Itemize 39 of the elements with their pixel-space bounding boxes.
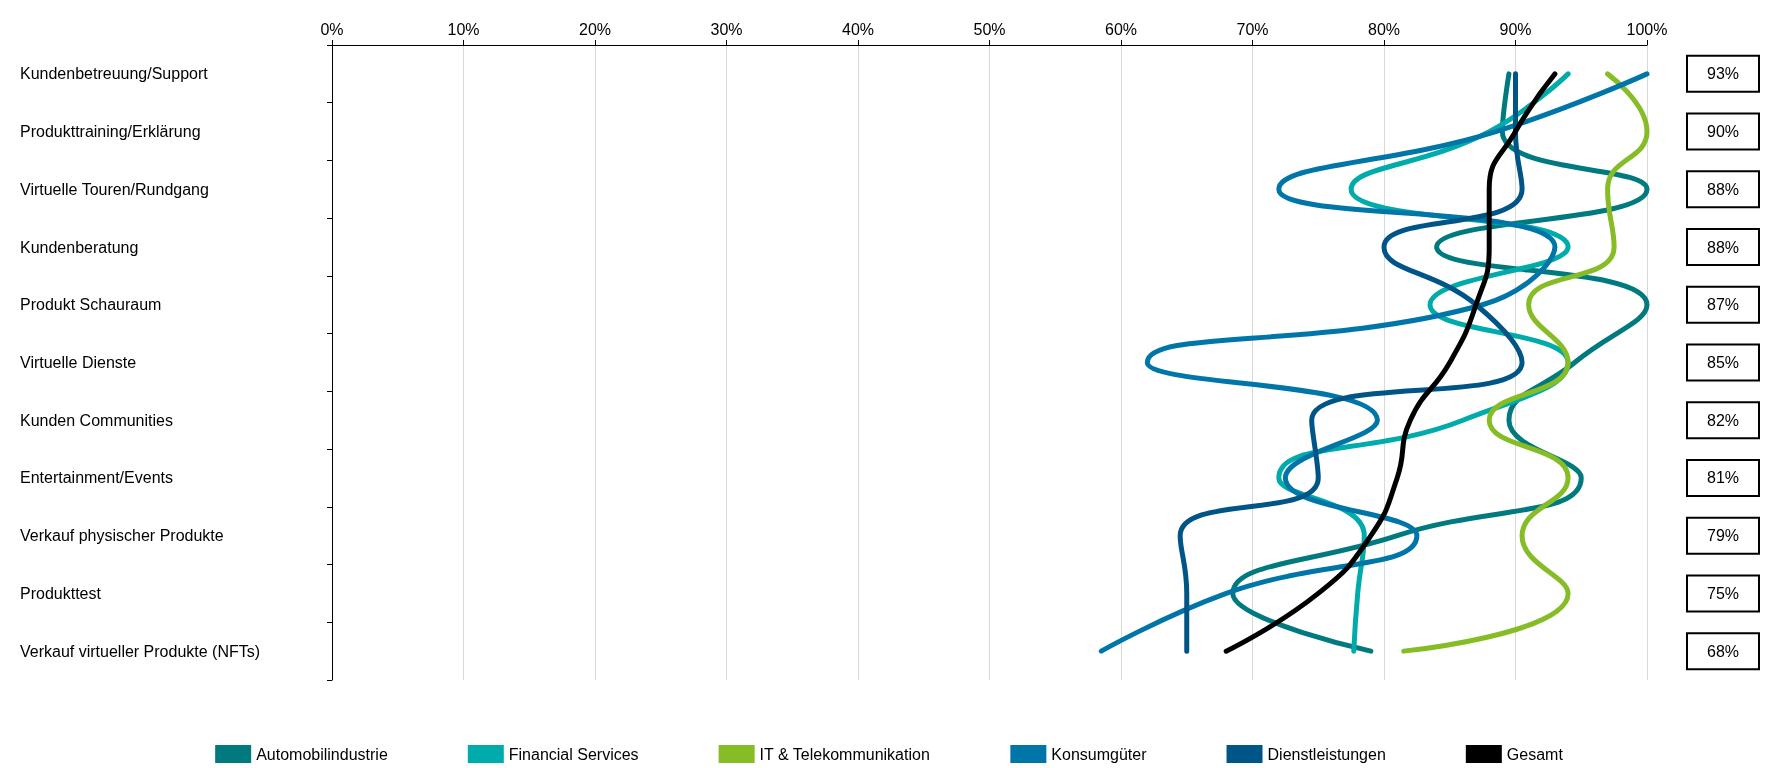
legend-label: Gesamt xyxy=(1506,745,1564,763)
x-tick-label: 80% xyxy=(1367,20,1401,38)
x-tick-label: 60% xyxy=(1104,20,1138,38)
y-tick-label: Kundenbetreuung/Support xyxy=(20,65,209,83)
x-tick-label: 40% xyxy=(841,20,875,38)
y-tick-label: Entertainment/Events xyxy=(20,469,173,487)
data-label: 93% xyxy=(1706,65,1740,83)
y-tick-label: Verkauf virtueller Produkte (NFTs) xyxy=(20,642,261,660)
data-label: 75% xyxy=(1706,584,1740,602)
x-tick-label: 70% xyxy=(1236,20,1269,38)
legend-label: Konsumgüter xyxy=(1051,745,1148,763)
x-tick-label: 30% xyxy=(710,20,743,38)
legend-label: Automobilindustrie xyxy=(256,745,388,763)
y-tick-label: Verkauf physischer Produkte xyxy=(20,527,224,545)
x-tick-label: 100% xyxy=(1626,20,1668,38)
x-tick-label: 0% xyxy=(320,20,344,38)
data-label: 90% xyxy=(1706,123,1740,141)
y-tick-label: Produkttest xyxy=(20,584,102,602)
legend-label: IT & Telekommunikation xyxy=(759,745,930,763)
y-tick-label: Virtuelle Dienste xyxy=(20,354,137,371)
legend-label: Dienstleistungen xyxy=(1267,745,1386,763)
y-tick-label: Produkttraining/Erklärung xyxy=(20,123,201,141)
data-label: 88% xyxy=(1706,238,1740,256)
x-tick-label: 90% xyxy=(1499,20,1532,38)
y-tick-label: Kundenberatung xyxy=(20,238,139,256)
y-tick-label: Kunden Communities xyxy=(20,411,173,429)
data-label: 81% xyxy=(1706,469,1740,487)
data-label: 87% xyxy=(1706,296,1740,314)
data-label: 82% xyxy=(1706,411,1740,429)
x-tick-label: 50% xyxy=(973,20,1006,38)
data-label: 85% xyxy=(1706,354,1740,371)
data-label: 88% xyxy=(1706,180,1740,198)
x-tick-label: 20% xyxy=(578,20,612,38)
x-tick-label: 10% xyxy=(447,20,480,38)
legend-label: Financial Services xyxy=(508,745,639,763)
y-tick-label: Produkt Schauraum xyxy=(20,296,162,314)
data-label: 79% xyxy=(1706,527,1740,545)
y-tick-label: Virtuelle Touren/Rundgang xyxy=(20,180,209,198)
data-label: 68% xyxy=(1706,642,1740,660)
